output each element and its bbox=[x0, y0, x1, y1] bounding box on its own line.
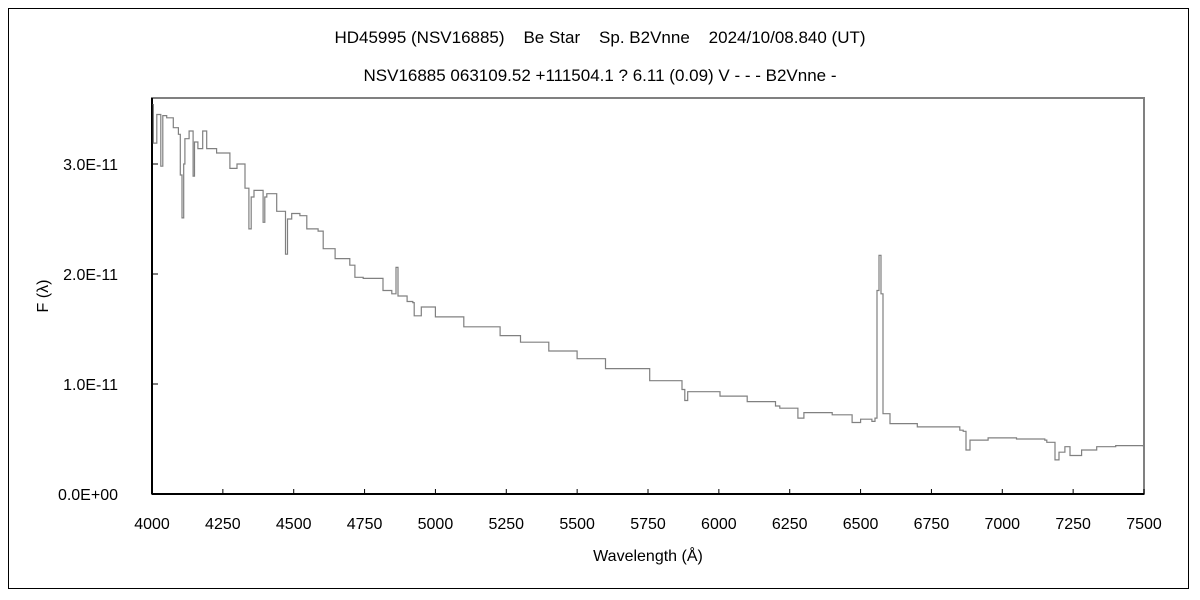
x-tick-label: 6000 bbox=[701, 516, 737, 533]
x-tick-label: 5250 bbox=[488, 516, 524, 533]
y-tick-label: 1.0E-11 bbox=[63, 377, 118, 394]
spectrum-line bbox=[152, 103, 1145, 461]
x-tick-label: 4500 bbox=[276, 516, 312, 533]
chart-title: HD45995 (NSV16885) Be Star Sp. B2Vnne 20… bbox=[334, 28, 866, 47]
x-tick-label: 5500 bbox=[559, 516, 595, 533]
x-tick-label: 4750 bbox=[347, 516, 383, 533]
chart-frame bbox=[8, 8, 1189, 589]
x-tick-label: 5000 bbox=[418, 516, 454, 533]
x-tick-label: 5750 bbox=[630, 516, 666, 533]
x-tick-label: 4000 bbox=[134, 516, 170, 533]
x-tick-label: 7000 bbox=[984, 516, 1020, 533]
x-tick-label: 6750 bbox=[914, 516, 950, 533]
x-tick-label: 7250 bbox=[1055, 516, 1091, 533]
plot-area-border bbox=[151, 97, 1145, 495]
y-tick-label: 2.0E-11 bbox=[63, 267, 118, 284]
y-tick-label: 3.0E-11 bbox=[63, 157, 118, 174]
chart-subtitle: NSV16885 063109.52 +111504.1 ? 6.11 (0.0… bbox=[363, 66, 837, 85]
x-tick-label: 7500 bbox=[1126, 516, 1162, 533]
y-tick-label: 0.0E+00 bbox=[58, 487, 118, 504]
x-axis-label: Wavelength (Å) bbox=[593, 546, 703, 565]
x-tick-label: 6250 bbox=[772, 516, 808, 533]
x-tick-label: 6500 bbox=[843, 516, 879, 533]
x-tick-label: 4250 bbox=[205, 516, 241, 533]
y-axis-label: F (λ) bbox=[35, 280, 52, 313]
